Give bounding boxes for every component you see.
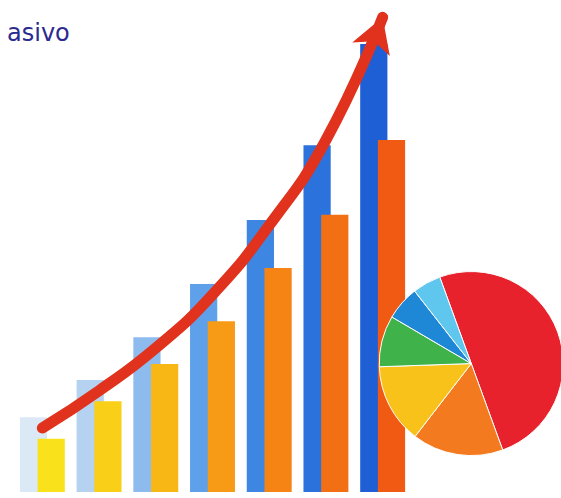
svg-text:asivo: asivo bbox=[7, 19, 70, 47]
